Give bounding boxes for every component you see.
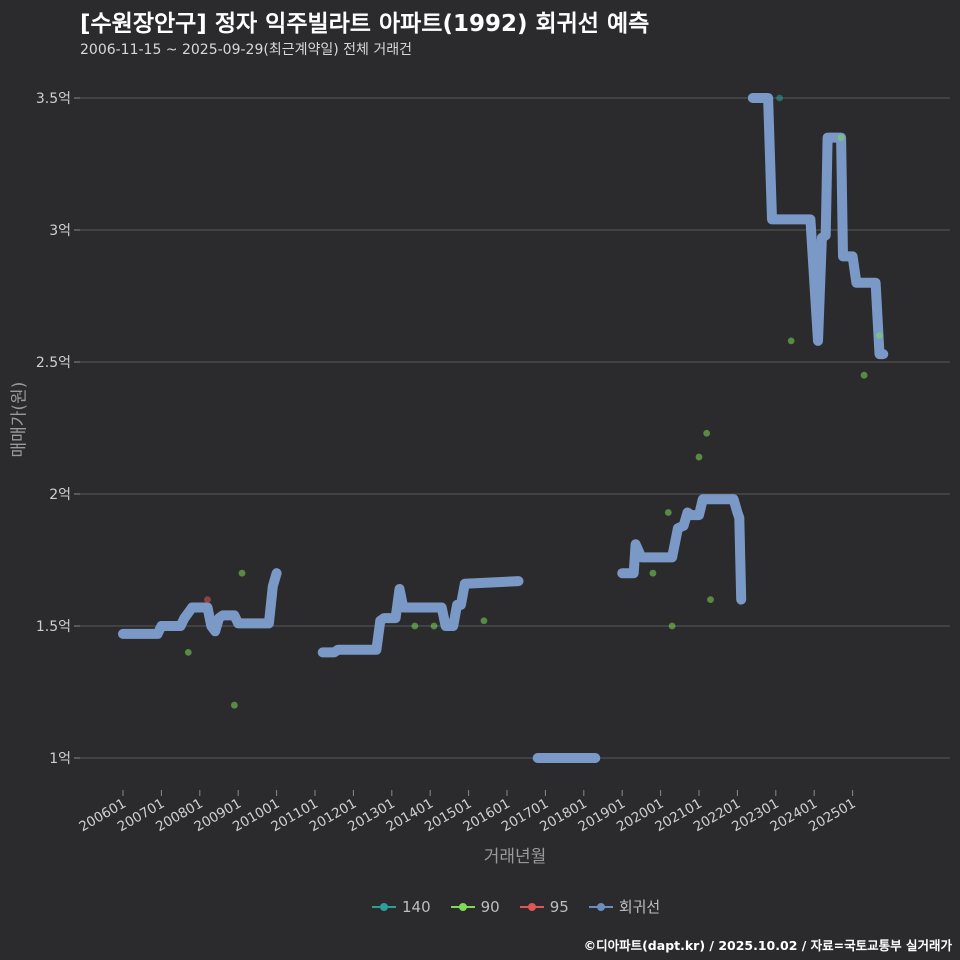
legend-item: 95 (519, 897, 569, 916)
chart-subtitle: 2006-11-15 ~ 2025-09-29(최근계약일) 전체 거래건 (80, 42, 412, 58)
data-point-90 (430, 622, 438, 630)
data-point-90 (668, 622, 676, 630)
legend-key-icon (450, 901, 475, 913)
y-tick-label: 1억 (49, 751, 71, 767)
legend-label: 140 (402, 897, 431, 916)
y-axis-ticks: 1억 1.5억 2억 2.5억 3억 3.5억 (36, 91, 80, 767)
legend-item: 90 (450, 897, 500, 916)
source-caption: ©디아파트(dapt.kr) / 2025.10.02 / 자료=국토교통부 실… (583, 938, 952, 953)
chart-legend: 140 90 95 회귀선 (372, 896, 670, 917)
y-tick-label: 2.5억 (36, 355, 71, 371)
legend-label: 95 (549, 897, 569, 916)
data-point-90 (238, 569, 246, 577)
data-point-90 (664, 509, 672, 516)
data-point-90 (230, 701, 238, 709)
data-point-140 (776, 94, 784, 102)
data-point-90 (837, 134, 845, 142)
legend-key-icon (588, 901, 613, 913)
data-point-90 (649, 569, 657, 577)
y-tick-label: 3.5억 (36, 91, 71, 107)
x-axis-ticks: 2006012007012008012009012010012011012012… (76, 790, 859, 835)
regression-segment (747, 93, 889, 360)
legend-item: 140 (372, 898, 431, 916)
legend-label: 회귀선 (618, 898, 661, 916)
data-point-90 (695, 453, 703, 461)
y-axis-label: 매매가(원) (9, 381, 30, 458)
chart-title: [수원장안구] 정자 익주빌라트 아파트(1992) 회귀선 예측 (80, 11, 650, 37)
legend-key-icon (372, 901, 396, 913)
legend-item: 회귀선 (588, 896, 661, 917)
data-point-90 (876, 332, 883, 339)
regression-segment (118, 568, 282, 639)
legend-key-icon (519, 901, 544, 913)
x-axis-label: 거래년월 (483, 847, 547, 867)
y-tick-label: 2억 (49, 487, 71, 503)
regression-line (118, 93, 889, 763)
y-tick-label: 1.5억 (36, 619, 71, 635)
data-point-90 (411, 622, 419, 630)
scatter-points (184, 94, 883, 709)
data-point-90 (860, 371, 868, 379)
grid-lines (80, 97, 950, 759)
data-point-95 (204, 596, 211, 603)
regression-segment (317, 576, 524, 658)
data-point-90 (480, 617, 488, 625)
legend-label: 90 (480, 897, 500, 916)
data-point-90 (184, 649, 192, 656)
data-point-90 (787, 337, 795, 345)
data-point-90 (703, 429, 711, 437)
y-tick-label: 3억 (49, 223, 71, 239)
regression-segment (617, 494, 747, 605)
data-point-90 (707, 596, 714, 603)
